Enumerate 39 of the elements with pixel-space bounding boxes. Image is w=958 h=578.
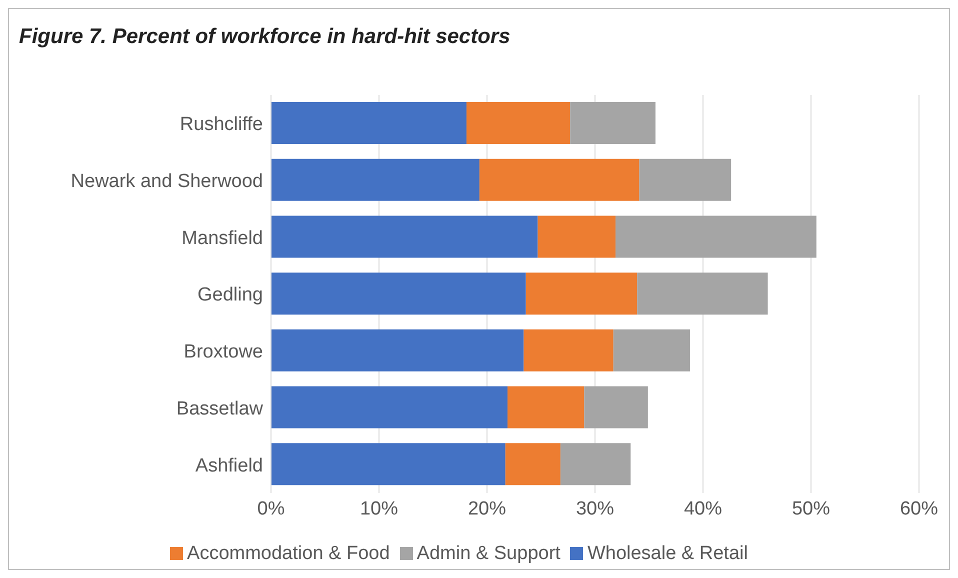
- bar: [616, 216, 816, 258]
- bar: [613, 329, 690, 372]
- x-tick-label: 10%: [360, 498, 398, 520]
- bar: [271, 216, 538, 258]
- y-tick-label: Rushcliffe: [180, 114, 263, 136]
- y-tick-label: Broxtowe: [184, 342, 263, 363]
- bar: [271, 158, 480, 201]
- y-tick-label: Newark and Sherwood: [70, 171, 263, 192]
- x-tick-label: 20%: [468, 498, 506, 520]
- x-tick-label: 50%: [792, 498, 830, 520]
- bar: [505, 443, 560, 486]
- bar: [479, 158, 640, 201]
- bar: [639, 158, 732, 201]
- y-tick-label: Gedling: [198, 284, 263, 306]
- bar: [466, 102, 570, 144]
- y-tick-label: Ashfield: [195, 455, 263, 476]
- x-tick-label: 30%: [576, 498, 614, 520]
- bar: [271, 386, 508, 428]
- bar: [271, 329, 524, 372]
- legend-label: Accommodation & Food: [187, 543, 390, 564]
- bar: [570, 102, 656, 144]
- y-tick-label: Mansfield: [182, 228, 263, 249]
- bar: [526, 272, 638, 315]
- bar: [560, 443, 631, 486]
- bar: [637, 272, 768, 315]
- legend-label: Wholesale & Retail: [587, 543, 748, 564]
- bar: [271, 102, 466, 144]
- bar: [271, 272, 526, 315]
- y-tick-label: Bassetlaw: [176, 398, 264, 420]
- bar: [538, 216, 616, 258]
- chart-title: Figure 7. Percent of workforce in hard-hit sectors: [19, 25, 510, 49]
- bar: [584, 386, 648, 428]
- legend-label: Admin & Support: [416, 543, 560, 564]
- bar: [524, 329, 614, 372]
- x-tick-label: 40%: [684, 498, 722, 520]
- x-tick-label: 0%: [257, 498, 285, 520]
- bar: [271, 443, 506, 486]
- bar: [508, 386, 584, 428]
- x-tick-label: 60%: [900, 498, 938, 520]
